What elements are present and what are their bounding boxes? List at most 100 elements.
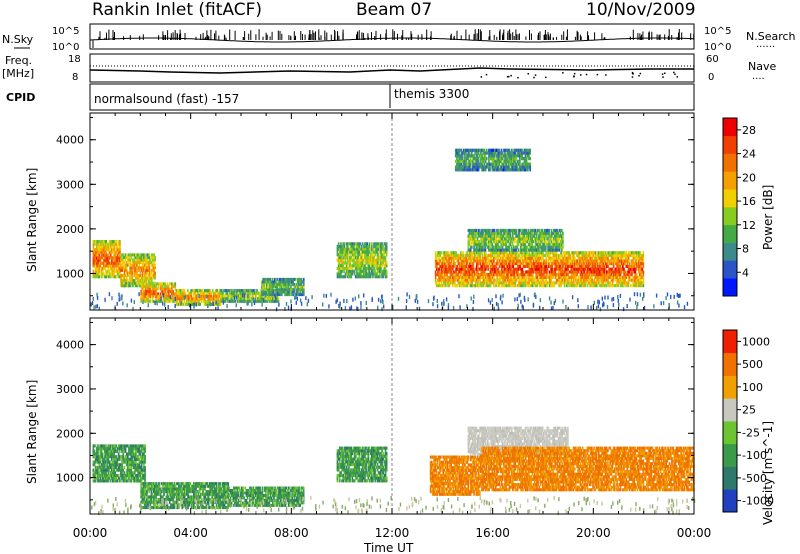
data-cell bbox=[168, 289, 171, 293]
data-cell bbox=[560, 273, 562, 277]
data-cell bbox=[473, 259, 476, 263]
data-cell bbox=[603, 278, 606, 282]
data-cell bbox=[99, 264, 102, 268]
data-cell bbox=[531, 281, 534, 285]
data-cell bbox=[490, 148, 493, 152]
data-cell bbox=[116, 259, 119, 263]
data-cell bbox=[272, 290, 275, 294]
data-cell bbox=[167, 287, 170, 291]
data-cell bbox=[626, 281, 629, 285]
data-cell bbox=[349, 247, 351, 251]
data-cell bbox=[475, 154, 478, 158]
data-cell bbox=[598, 267, 600, 271]
data-cell bbox=[538, 237, 540, 241]
data-cell bbox=[487, 284, 489, 288]
data-cell bbox=[346, 272, 349, 276]
data-cell bbox=[434, 273, 437, 277]
data-cell bbox=[94, 242, 97, 246]
data-cell bbox=[123, 281, 126, 285]
data-cell bbox=[341, 266, 343, 270]
data-cell bbox=[555, 245, 557, 249]
data-cell bbox=[464, 159, 466, 163]
data-cell bbox=[549, 248, 552, 252]
data-cell bbox=[258, 291, 260, 295]
data-cell bbox=[250, 289, 253, 293]
data-cell bbox=[340, 258, 342, 262]
data-cell bbox=[624, 259, 626, 263]
data-cell bbox=[517, 273, 519, 277]
data-cell bbox=[542, 256, 544, 260]
data-cell bbox=[343, 275, 346, 279]
data-cell bbox=[578, 259, 581, 263]
data-cell bbox=[519, 234, 522, 238]
data-cell bbox=[449, 278, 452, 282]
data-cell bbox=[464, 259, 467, 263]
data-cell bbox=[543, 240, 546, 244]
data-cell bbox=[232, 299, 234, 303]
data-cell bbox=[214, 297, 216, 301]
data-cell bbox=[448, 259, 451, 263]
data-cell bbox=[98, 245, 101, 249]
data-cell bbox=[365, 250, 367, 254]
data-cell bbox=[144, 274, 146, 277]
data-cell bbox=[469, 256, 471, 260]
freq-dot bbox=[508, 75, 510, 78]
data-cell bbox=[610, 273, 613, 277]
data-cell bbox=[453, 259, 455, 263]
data-cell bbox=[107, 253, 110, 257]
data-cell bbox=[599, 284, 601, 288]
data-cell bbox=[599, 264, 601, 268]
data-cell bbox=[374, 275, 377, 279]
data-cell bbox=[557, 237, 560, 241]
data-cell bbox=[209, 289, 212, 293]
data-cell bbox=[340, 256, 342, 260]
data-cell bbox=[591, 278, 593, 282]
data-cell bbox=[384, 242, 387, 246]
data-cell bbox=[272, 293, 275, 297]
data-cell bbox=[104, 250, 106, 254]
data-cell bbox=[470, 237, 473, 241]
data-cell bbox=[531, 273, 534, 277]
data-cell bbox=[503, 253, 505, 257]
data-cell bbox=[174, 294, 177, 298]
data-cell bbox=[365, 269, 367, 273]
data-cell bbox=[457, 253, 460, 257]
data-cell bbox=[530, 281, 533, 285]
data-cell bbox=[141, 297, 144, 301]
data-cell bbox=[101, 261, 104, 265]
data-cell bbox=[446, 251, 448, 255]
data-cell bbox=[138, 263, 141, 267]
data-cell bbox=[358, 275, 361, 279]
data-cell bbox=[381, 242, 383, 246]
data-cell bbox=[566, 278, 568, 282]
data-cell bbox=[571, 251, 574, 255]
data-cell bbox=[277, 297, 280, 301]
data-cell bbox=[642, 251, 645, 255]
data-cell bbox=[205, 294, 207, 298]
data-cell bbox=[640, 275, 642, 279]
data-cell bbox=[256, 299, 258, 303]
data-cell bbox=[368, 264, 371, 268]
data-cell bbox=[572, 262, 575, 266]
data-cell bbox=[518, 264, 520, 268]
data-cell bbox=[510, 270, 512, 274]
data-cell bbox=[442, 256, 445, 260]
data-cell bbox=[474, 148, 477, 152]
data-cell bbox=[582, 259, 584, 263]
data-cell bbox=[128, 253, 130, 257]
freq-dot bbox=[533, 76, 535, 79]
data-cell bbox=[235, 291, 238, 295]
data-cell bbox=[482, 281, 485, 285]
data-cell bbox=[469, 168, 472, 172]
data-cell bbox=[498, 231, 500, 235]
data-cell bbox=[563, 251, 566, 255]
data-cell bbox=[467, 154, 470, 158]
data-cell bbox=[544, 267, 547, 271]
data-cell bbox=[153, 276, 155, 280]
data-cell bbox=[350, 242, 353, 246]
data-cell bbox=[608, 267, 610, 271]
data-cell bbox=[521, 253, 524, 257]
data-cell bbox=[173, 299, 175, 303]
data-cell bbox=[550, 245, 553, 249]
data-cell bbox=[564, 253, 567, 257]
